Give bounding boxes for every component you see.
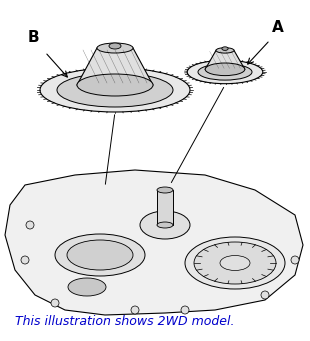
- Circle shape: [51, 299, 59, 307]
- Ellipse shape: [198, 64, 252, 80]
- Ellipse shape: [77, 74, 153, 96]
- Ellipse shape: [97, 43, 133, 53]
- Text: A: A: [272, 20, 284, 35]
- Ellipse shape: [194, 242, 276, 284]
- Ellipse shape: [157, 187, 173, 193]
- Ellipse shape: [57, 73, 173, 107]
- Ellipse shape: [68, 278, 106, 296]
- Ellipse shape: [55, 234, 145, 276]
- Polygon shape: [77, 48, 153, 85]
- Circle shape: [181, 306, 189, 314]
- Polygon shape: [5, 170, 303, 315]
- Ellipse shape: [67, 240, 133, 270]
- Circle shape: [261, 291, 269, 299]
- Circle shape: [26, 221, 34, 229]
- Ellipse shape: [222, 47, 228, 50]
- Ellipse shape: [216, 48, 234, 53]
- Circle shape: [131, 306, 139, 314]
- Ellipse shape: [40, 68, 190, 112]
- Circle shape: [291, 256, 299, 264]
- Ellipse shape: [187, 60, 263, 84]
- Ellipse shape: [205, 63, 245, 76]
- Circle shape: [21, 256, 29, 264]
- Ellipse shape: [109, 43, 121, 49]
- Ellipse shape: [220, 255, 250, 270]
- Ellipse shape: [157, 222, 173, 228]
- Text: B: B: [28, 30, 40, 45]
- Polygon shape: [205, 50, 245, 69]
- Ellipse shape: [185, 237, 285, 289]
- Text: This illustration shows 2WD model.: This illustration shows 2WD model.: [15, 315, 234, 328]
- Polygon shape: [157, 190, 173, 225]
- Ellipse shape: [140, 211, 190, 239]
